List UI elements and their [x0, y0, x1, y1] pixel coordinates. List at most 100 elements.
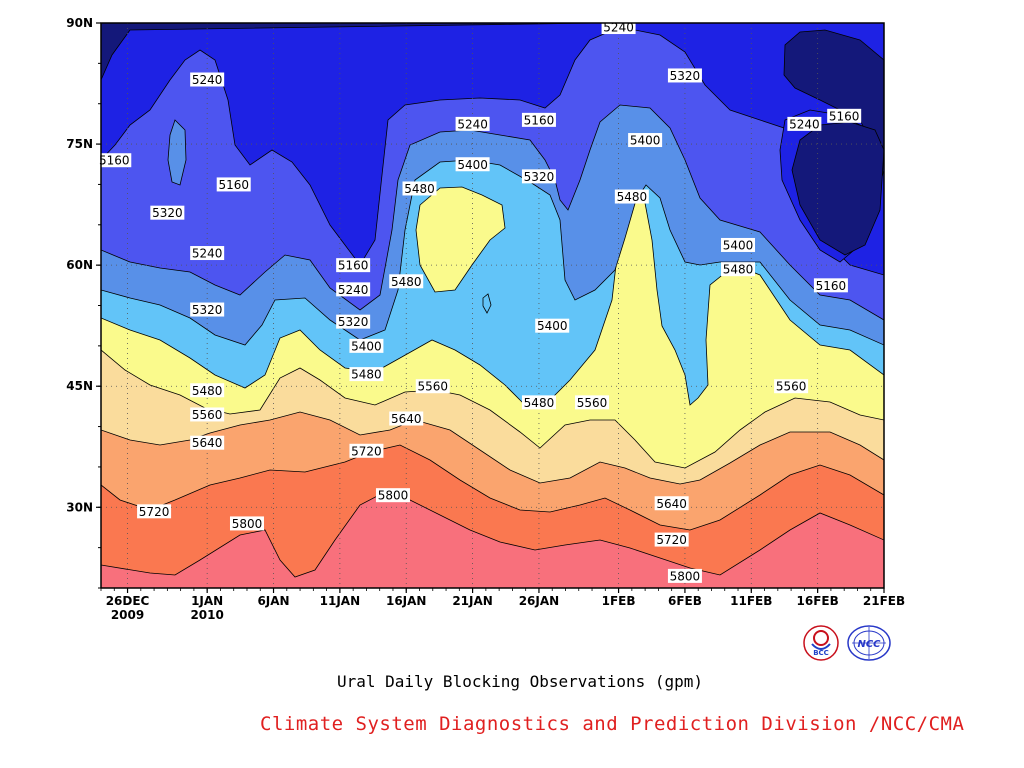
y-tick-label: 45N: [66, 379, 93, 393]
contour-label-bg: [628, 133, 663, 148]
contour-label-bg: [787, 116, 822, 131]
contour-label-bg: [721, 262, 756, 277]
x-tick-label: 26DEC: [106, 594, 150, 608]
contour-label-bg: [455, 116, 490, 131]
contour-label-bg: [349, 338, 384, 353]
contour-label-bg: [455, 157, 490, 172]
contour-label: 5160: [521, 112, 556, 127]
contour-label: 5400: [628, 133, 663, 148]
contour-label-bg: [190, 383, 225, 398]
contour-label-text: 5480: [723, 263, 754, 277]
contour-label-bg: [667, 568, 702, 583]
contour-label: 5160: [97, 153, 132, 168]
contour-label: 5480: [389, 274, 424, 289]
contour-label: 5400: [535, 318, 570, 333]
contour-label: 5240: [601, 20, 636, 35]
contour-label-text: 5800: [232, 517, 263, 531]
contour-label-bg: [336, 258, 371, 273]
contour-label-bg: [654, 532, 689, 547]
x-tick-label: 21JAN: [452, 594, 493, 608]
contour-label-text: 5560: [776, 380, 807, 394]
y-tick-label: 90N: [66, 16, 93, 30]
contour-label-text: 5400: [351, 339, 382, 353]
contour-label-text: 5640: [192, 436, 223, 450]
contour-label: 5320: [190, 302, 225, 317]
svg-text:BCC: BCC: [813, 649, 829, 657]
bcc-logo: BCC: [803, 625, 839, 661]
contour-label-bg: [521, 169, 556, 184]
contour-label: 5640: [654, 496, 689, 511]
contour-label-bg: [97, 153, 132, 168]
contour-label-text: 5160: [218, 178, 249, 192]
contour-label-text: 5720: [139, 505, 170, 519]
y-axis: 30N 45N 60N 75N 90N: [66, 16, 101, 589]
fill-5400-dot: [482, 293, 492, 314]
contour-label: 5320: [521, 169, 556, 184]
contour-label-text: 5320: [670, 69, 701, 83]
x-tick-sublabel: 2009: [111, 608, 144, 622]
contour-label: 5800: [375, 488, 410, 503]
contour-label: 5240: [190, 246, 225, 261]
contour-label: 5480: [402, 181, 437, 196]
contour-label-text: 5320: [192, 303, 223, 317]
contour-label: 5400: [349, 338, 384, 353]
contour-label-bg: [535, 318, 570, 333]
contour-label-text: 5160: [338, 259, 369, 273]
contour-label: 5480: [721, 262, 756, 277]
svg-text:NCC: NCC: [857, 639, 881, 650]
contour-label-text: 5160: [524, 113, 555, 127]
contour-label-text: 5240: [338, 283, 369, 297]
credit-line: Climate System Diagnostics and Predictio…: [260, 713, 965, 735]
contour-label-text: 5320: [524, 170, 555, 184]
fill-5320-island: [167, 119, 187, 186]
contour-label: 5240: [190, 72, 225, 87]
contour-label-text: 5240: [192, 73, 223, 87]
contour-label-text: 5480: [192, 384, 223, 398]
contour-label: 5400: [721, 237, 756, 252]
contour-label-text: 5480: [391, 275, 422, 289]
contour-label-text: 5560: [418, 380, 449, 394]
contour-label-text: 5640: [391, 412, 422, 426]
contour-label-bg: [190, 435, 225, 450]
x-tick-label: 1FEB: [602, 594, 636, 608]
contour-label-text: 5240: [789, 117, 820, 131]
contour-label-text: 5160: [829, 109, 860, 123]
contour-label-text: 5480: [524, 396, 555, 410]
contour-label: 5320: [336, 314, 371, 329]
contour-label: 5240: [455, 116, 490, 131]
contour-label-bg: [190, 246, 225, 261]
contour-label-bg: [216, 177, 251, 192]
contour-label: 5320: [150, 205, 185, 220]
contour-labels: 5240 5240 5320 5240 5160 5160 5240 5400 5160 5400…: [97, 20, 862, 583]
x-tick-label: 1JAN: [191, 594, 223, 608]
contour-label-bg: [190, 72, 225, 87]
contour-label-bg: [190, 407, 225, 422]
contour-label-bg: [190, 302, 225, 317]
contour-label-text: 5400: [537, 319, 568, 333]
contour-label-bg: [667, 68, 702, 83]
contour-label: 5320: [667, 68, 702, 83]
contour-label: 5560: [415, 379, 450, 394]
contour-label-text: 5480: [351, 368, 382, 382]
contour-label-text: 5800: [670, 569, 701, 583]
contour-label-text: 5640: [656, 497, 687, 511]
contour-label-bg: [402, 181, 437, 196]
contour-label-text: 5560: [577, 396, 608, 410]
contour-label: 5240: [336, 282, 371, 297]
contour-label: 5160: [216, 177, 251, 192]
contour-label-bg: [827, 108, 862, 123]
x-tick-label: 16JAN: [386, 594, 427, 608]
contour-label: 5720: [349, 443, 384, 458]
contour-label: 5560: [575, 395, 610, 410]
contour-label: 5720: [137, 504, 172, 519]
contour-label-bg: [349, 367, 384, 382]
contour-label-text: 5480: [404, 182, 435, 196]
contour-label-bg: [521, 395, 556, 410]
x-tick-label: 26JAN: [519, 594, 560, 608]
contour-label-bg: [150, 205, 185, 220]
contour-label-text: 5160: [816, 279, 847, 293]
x-tick-label: 16FEB: [797, 594, 839, 608]
contour-label: 5480: [614, 189, 649, 204]
contour-label-bg: [654, 496, 689, 511]
